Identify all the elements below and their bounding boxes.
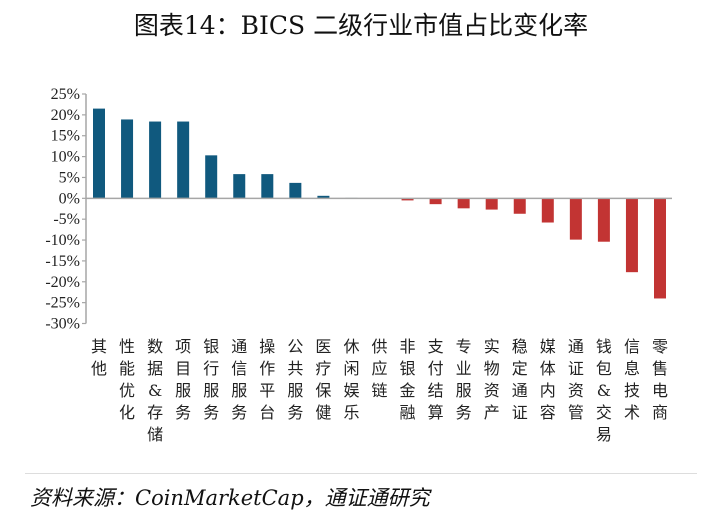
x-tick-label: 操作平台 (259, 337, 275, 422)
chart-title: 图表14：BICS 二级行业市值占比变化率 (133, 11, 589, 40)
bar-1 (93, 108, 105, 199)
x-tick-label: 支付结算 (428, 337, 444, 422)
bar-chart: 25% 20% 15% 10% 5% 0% -5% -10% -15% -20% -25% -30% 其… (45, 86, 672, 444)
x-tick-label: 媒体内容 (540, 337, 556, 422)
x-tick-label: 非银金融 (400, 337, 416, 422)
bar-2 (121, 119, 134, 199)
x-tick-label: 数据&存储 (147, 337, 163, 444)
bar-20 (625, 198, 638, 273)
y-tick-label: -20% (45, 274, 80, 291)
y-tick-label: -15% (45, 253, 80, 270)
source-note: 资料来源：CoinMarketCap，通证通研究 (30, 486, 430, 510)
divider (25, 473, 697, 474)
bar-3 (149, 121, 162, 199)
bar-18 (569, 198, 582, 240)
bar-19 (597, 198, 610, 242)
y-tick-label: -5% (53, 211, 80, 228)
x-tick-label: 稳定通证 (512, 337, 528, 422)
x-tick-label: 公共服务 (287, 337, 303, 422)
x-tick-label: 信息技术 (624, 337, 640, 422)
y-tick-label: -25% (45, 295, 80, 312)
bar-7 (261, 174, 274, 199)
bar-6 (233, 174, 246, 199)
y-tick-label: -30% (45, 316, 80, 333)
y-tick-label: 15% (51, 128, 80, 145)
x-tick-label: 零售电商 (652, 337, 668, 422)
bar-9 (317, 195, 330, 199)
bar-5 (205, 155, 218, 199)
x-tick-label: 通证资管 (568, 337, 584, 422)
x-tick-label: 其他 (91, 337, 107, 378)
y-tick-label: 20% (51, 107, 80, 124)
y-tick-label: 25% (51, 86, 80, 103)
y-tick-label: -10% (45, 232, 80, 249)
y-tick-label: 5% (59, 169, 80, 186)
x-tick-label: 通信服务 (231, 337, 247, 422)
bar-4 (177, 121, 190, 199)
bar-12 (401, 198, 414, 201)
x-tick-label: 项目服务 (175, 337, 191, 422)
bar-21 (654, 198, 666, 299)
bar-16 (513, 198, 526, 214)
x-tick-label: 休闲娱乐 (343, 337, 359, 422)
x-tick-label: 专业服务 (456, 337, 472, 422)
x-tick-label: 医疗保健 (315, 337, 331, 422)
bar-8 (289, 182, 302, 199)
y-tick-label: 10% (51, 149, 80, 166)
x-tick-label: 实物资产 (484, 337, 500, 422)
x-tick-label: 钱包&交易 (596, 337, 612, 444)
y-tick-label: 0% (59, 190, 80, 207)
bar-17 (541, 198, 554, 223)
bar-13 (429, 198, 442, 205)
bar-14 (457, 198, 470, 209)
x-tick-label: 供应链 (371, 337, 387, 400)
bar-15 (485, 198, 498, 210)
x-tick-label: 性能优化 (119, 337, 135, 422)
x-tick-label: 银行服务 (203, 337, 219, 422)
